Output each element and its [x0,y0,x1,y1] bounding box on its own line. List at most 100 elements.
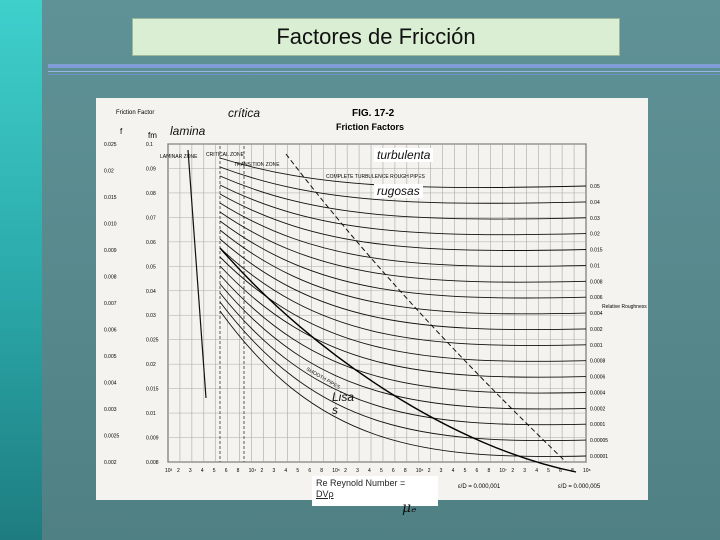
roughness-curve [219,220,587,299]
fm-tick-label: 0.025 [146,338,159,344]
slide-title: Factores de Fricción [132,18,620,56]
re-tick-label: 4 [201,468,204,474]
roughness-tick-label: 0.0006 [590,375,606,381]
roughness-tick-label: 0.008 [590,279,603,285]
title-underline [48,64,720,68]
roughness-tick-label: 0.015 [590,248,603,254]
fm-tick-label: 0.009 [146,436,159,442]
re-tick-label: 10⁵ [332,468,340,474]
roughness-tick-label: 0.0002 [590,406,606,412]
roughness-tick-label: 0.01 [590,263,600,269]
re-tick-label: 4 [284,468,287,474]
re-tick-label: 10⁷ [499,468,507,474]
re-tick-label: 2 [428,468,431,474]
fm-tick-label: 0.008 [146,460,159,466]
lisas-label-line1: Lisa [332,390,355,404]
roughness-tick-label: 0.03 [590,216,600,222]
f-tick-label: 0.0025 [104,434,120,440]
roughness-curve [219,166,587,204]
roughness-curve [219,292,587,426]
fm-tick-label: 0.06 [146,240,156,246]
f-tick-label: 0.025 [104,142,117,148]
re-tick-label: 3 [523,468,526,474]
friction-factor-label: Friction Factor [116,110,154,116]
fm-tick-label: 0.1 [146,142,153,148]
roughness-curve [219,211,587,283]
re-tick-label: 5 [464,468,467,474]
roughness-curve [219,265,587,378]
re-tick-label: 10⁶ [416,468,424,474]
roughness-tick-label: 0.02 [590,232,600,238]
roughness-tick-label: 0.004 [590,311,603,317]
roughness-curve [219,184,587,236]
roughness-curve [219,247,587,346]
fm-tick-label: 0.07 [146,215,156,221]
roughness-tick-label: 0.002 [590,327,603,333]
slide-title-text: Factores de Fricción [276,24,476,49]
roughness-curve [219,202,587,267]
smooth-pipes-curve [219,247,577,473]
re-tick-label: 10³ [165,468,173,474]
roughness-curve [219,175,587,220]
re-tick-label: 5 [380,468,383,474]
fm-tick-label: 0.03 [146,313,156,319]
critical-zone-label: CRITICAL ZONE [206,152,245,158]
laminar-flow-line [187,149,207,399]
roughness-tick-label: 0.006 [590,295,603,301]
roughness-tick-label: 0.0008 [590,359,606,365]
roughness-curve [219,274,587,394]
fm-tick-label: 0.04 [146,289,156,295]
friction-factor-chart: Friction Factor FIG. 17-2 Friction Facto… [96,98,648,500]
roughness-tick-label: 0.0001 [590,422,606,428]
re-tick-label: 4 [535,468,538,474]
roughness-curve [219,229,587,315]
roughness-tick-label: 0.00005 [590,438,608,444]
re-tick-label: 3 [272,468,275,474]
lamina-label: lamina [170,124,206,138]
f-tick-label: 0.005 [104,354,117,360]
ed-right-label: ε/D = 0.000,005 [558,484,601,490]
lisas-label-line2: s [332,403,338,417]
fm-tick-label: 0.08 [146,191,156,197]
roughness-tick-label: 0.001 [590,343,603,349]
roughness-tick-label: 0.05 [590,184,600,190]
roughness-curve [219,193,587,251]
f-tick-label: 0.006 [104,328,117,334]
re-tick-label: 3 [189,468,192,474]
roughness-curve [219,301,587,442]
roughness-curves [187,146,587,473]
fm-tick-label: 0.01 [146,411,156,417]
re-tick-label: 8 [320,468,323,474]
roughness-tick-label: 0.00001 [590,454,608,460]
viscosity-symbol: μₑ [402,500,417,516]
reynolds-formula-box: Re Reynold Number = DVρ [312,476,438,506]
title-underline-thin-2 [48,74,720,75]
f-tick-label: 0.008 [104,275,117,281]
f-tick-label: 0.007 [104,301,117,307]
re-tick-label: 6 [476,468,479,474]
re-tick-label: 2 [511,468,514,474]
re-tick-label: 5 [296,468,299,474]
laminar-zone-label: LAMINAR ZONE [160,154,198,160]
re-tick-label: 2 [344,468,347,474]
f-tick-label: 0.004 [104,381,117,387]
re-tick-label: 8 [571,468,574,474]
re-tick-label: 10⁴ [249,468,257,474]
roughness-tick-label: 0.04 [590,200,600,206]
rugosas-label: rugosas [374,184,423,198]
roughness-curve [219,310,587,457]
fm-axis-title: fm [148,131,157,140]
fm-tick-label: 0.015 [146,387,159,393]
re-tick-label: 4 [452,468,455,474]
moody-diagram: Friction Factor FIG. 17-2 Friction Facto… [104,108,647,490]
reynolds-formula-line2: DVρ [316,489,334,499]
re-tick-label: 3 [356,468,359,474]
relative-roughness-label: Relative Roughness [602,304,647,310]
re-tick-label: 5 [547,468,550,474]
ed-left-label: ε/D = 0.000,001 [458,484,501,490]
complete-turbulence-label: COMPLETE TURBULENCE ROUGH PIPES [326,174,425,180]
chart-grid [167,143,587,463]
roughness-curve [219,283,587,410]
re-tick-label: 6 [225,468,228,474]
re-tick-label: 8 [404,468,407,474]
